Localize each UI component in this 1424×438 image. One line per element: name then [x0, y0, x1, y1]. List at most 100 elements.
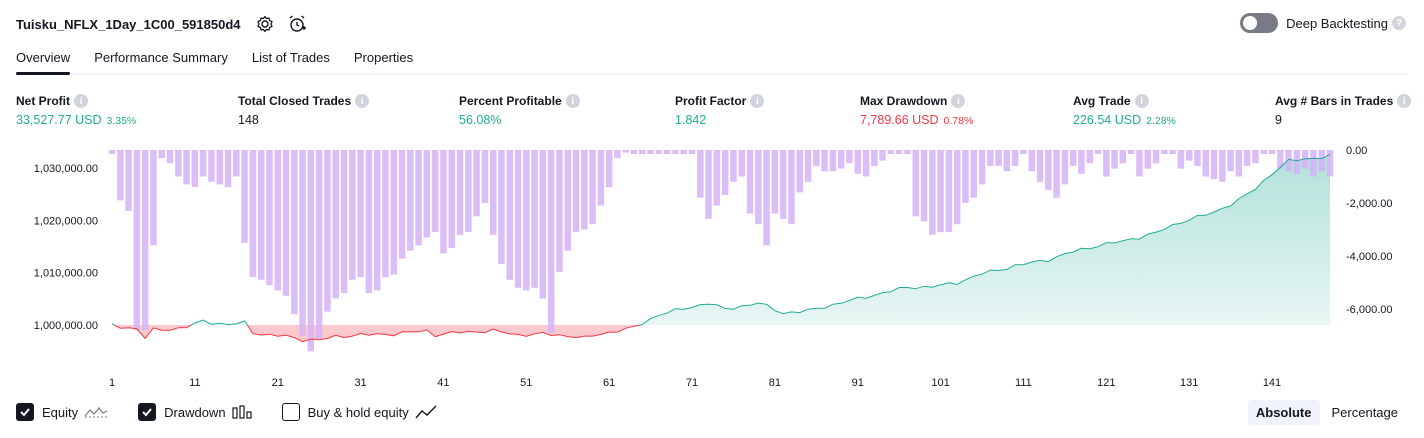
left-axis-tick-label: 1,020,000.00 [34, 215, 98, 227]
drawdown-bar [299, 150, 306, 336]
tab-performance-summary[interactable]: Performance Summary [94, 50, 228, 65]
metric-label: Avg Trade [1073, 94, 1131, 108]
equity-drawdown-chart[interactable]: 1,000,000.00 1,010,000.00 1,020,000.00 1,03… [0, 140, 1424, 390]
drawdown-bar [1185, 150, 1193, 161]
drawdown-bar [183, 150, 190, 185]
legend-equity[interactable]: Equity [16, 403, 108, 421]
drawdown-bar [1161, 150, 1168, 154]
deep-backtesting-toggle[interactable] [1240, 13, 1279, 33]
drawdown-bar [1069, 150, 1077, 166]
tab-list-of-trades[interactable]: List of Trades [251, 50, 330, 65]
x-axis-tick-label: 101 [931, 377, 949, 389]
drawdown-bar [655, 150, 663, 154]
deep-backtesting-label: Deep Backtesting [1286, 15, 1388, 31]
drawdown-bar [349, 150, 356, 280]
metric-value: 226.54 USD [1073, 113, 1142, 127]
info-icon[interactable]: i [355, 94, 370, 108]
drawdown-bar [1086, 150, 1093, 164]
drawdown-bar [150, 150, 157, 246]
drawdown-bar [680, 150, 687, 154]
x-axis-tick-label: 121 [1097, 377, 1115, 389]
alarm-clock-plus-icon[interactable] [287, 14, 307, 34]
metrics-row: Net Profit i 33,527.77 USD 3.35% Total Clo… [0, 92, 1424, 132]
drawdown-bar [1252, 150, 1259, 164]
drawdown-bar [987, 150, 994, 166]
percentage-button[interactable]: Percentage [1331, 405, 1399, 420]
left-axis-tick-label: 1,030,000.00 [34, 163, 98, 175]
drawdown-bar [895, 150, 903, 154]
drawdown-bar [929, 150, 936, 235]
x-axis-tick-label: 111 [1015, 377, 1032, 389]
legend-label: Drawdown [164, 404, 226, 420]
info-icon[interactable]: i [1134, 94, 1149, 108]
drawdown-bar [1260, 150, 1267, 154]
drawdown-bar [1119, 150, 1127, 164]
drawdown-bar [340, 150, 348, 294]
help-icon[interactable]: ? [1392, 16, 1406, 30]
info-icon[interactable]: i [74, 94, 88, 108]
info-icon[interactable]: i [750, 94, 765, 108]
metric-percent: 2.28% [1146, 115, 1176, 127]
gear-icon[interactable] [255, 14, 275, 34]
drawdown-bar [481, 150, 489, 203]
drawdown-bar [1169, 150, 1176, 154]
buy-hold-checkbox[interactable] [281, 403, 300, 421]
x-axis-tick-label: 81 [769, 377, 781, 389]
drawdown-bar [1136, 150, 1143, 177]
tab-properties[interactable]: Properties [353, 50, 414, 65]
x-axis-tick-label: 31 [354, 377, 366, 389]
drawdown-bars-icon [231, 405, 252, 419]
legend-buy-hold[interactable]: Buy & hold equity [281, 403, 437, 421]
drawdown-checkbox[interactable] [138, 403, 157, 421]
drawdown-bar [1326, 150, 1334, 177]
tabs-divider [16, 73, 1408, 75]
metric-label: Profit Factor [675, 94, 747, 108]
metric-percent: 0.78% [943, 115, 974, 127]
metric-label: Net Profit [16, 94, 70, 108]
equity-line-icon [84, 405, 108, 419]
drawdown-bar [415, 150, 422, 246]
drawdown-bar [721, 150, 729, 195]
drawdown-bar [581, 150, 588, 230]
drawdown-bar [879, 150, 886, 161]
x-axis-tick-label: 1 [109, 377, 115, 389]
metric-label: Max Drawdown [860, 94, 948, 108]
drawdown-bar [498, 150, 505, 264]
drawdown-bar [257, 150, 265, 280]
info-icon[interactable]: i [1397, 94, 1412, 108]
drawdown-bar [920, 150, 928, 222]
drawdown-bar [539, 150, 547, 299]
drawdown-bar [572, 150, 580, 233]
drawdown-bar [324, 150, 331, 312]
drawdown-bar [241, 150, 248, 243]
drawdown-bar [1194, 150, 1201, 166]
equity-checkbox[interactable] [16, 403, 34, 421]
x-axis-tick-label: 21 [272, 377, 284, 389]
drawdown-bar [125, 150, 132, 211]
info-icon[interactable]: i [951, 94, 966, 108]
drawdown-bar [249, 150, 257, 278]
absolute-button[interactable]: Absolute [1247, 400, 1320, 425]
drawdown-bar [755, 150, 762, 225]
drawdown-bar [1003, 150, 1011, 172]
drawdown-bar [697, 150, 704, 198]
legend-label: Equity [42, 404, 79, 420]
metric-percent: 3.35% [106, 115, 137, 127]
chart-legend: Equity Drawdown Buy & hold equity [16, 403, 467, 421]
legend-drawdown[interactable]: Drawdown [138, 403, 252, 421]
drawdown-bar [199, 150, 207, 177]
drawdown-bar [266, 150, 273, 286]
tab-overview[interactable]: Overview [16, 48, 71, 75]
drawdown-bar [730, 150, 737, 182]
x-axis-tick-label: 41 [437, 377, 449, 389]
strategy-title: Tuisku_NFLX_1Day_1C00_591850d4 [16, 16, 241, 32]
drawdown-bar [373, 150, 381, 291]
report-header: Tuisku_NFLX_1Day_1C00_591850d4 [16, 10, 307, 38]
x-axis-tick-label: 71 [686, 377, 698, 389]
x-axis-tick-label: 91 [852, 377, 864, 389]
drawdown-bar [1094, 150, 1102, 154]
info-icon[interactable]: i [565, 94, 580, 108]
x-axis-tick-label: 51 [520, 377, 532, 389]
drawdown-bar [531, 150, 538, 288]
x-axis-tick-label: 61 [603, 377, 615, 389]
